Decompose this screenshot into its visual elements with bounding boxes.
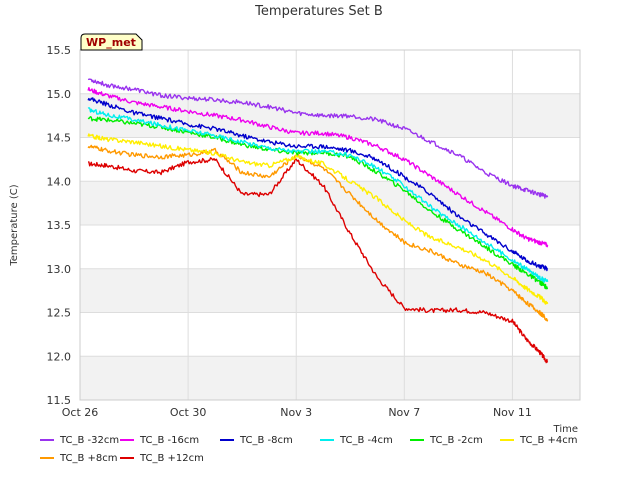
- background-bands: [80, 50, 580, 400]
- series-line-tc-b-12cm: [88, 157, 549, 364]
- x-tick-label: Nov 3: [280, 406, 312, 419]
- y-tick-label: 13.5: [47, 219, 72, 232]
- series-line-tc-b-4cm: [87, 107, 549, 283]
- legend: TC_B -32cm TC_B -16cm TC_B -8cm TC_B -4cm TC…: [40, 435, 578, 464]
- series-line-tc-b-16cm: [87, 86, 549, 248]
- legend-label: TC_B -32cm: [59, 435, 119, 446]
- series-line-tc-b-2cm: [87, 115, 549, 290]
- y-axis-ticks: 11.5 12.0 12.5 13.0 13.5 14.0 14.5 15.0 15.5: [47, 44, 72, 407]
- x-tick-label: Nov 11: [493, 406, 532, 419]
- background-band: [80, 356, 580, 400]
- legend-label: TC_B -16cm: [139, 435, 199, 446]
- legend-label: TC_B +8cm: [59, 453, 118, 464]
- y-tick-label: 11.5: [47, 394, 72, 407]
- series-lines: [87, 78, 549, 364]
- background-band: [80, 50, 580, 94]
- x-tick-label: Nov 7: [388, 406, 420, 419]
- legend-label: TC_B -8cm: [239, 435, 293, 446]
- series-line-tc-b-8cm: [87, 144, 549, 322]
- x-tick-label: Oct 30: [170, 406, 207, 419]
- y-tick-label: 12.5: [47, 307, 72, 320]
- wp-met-badge: WP_met: [80, 33, 143, 51]
- x-tick-label: Oct 26: [62, 406, 99, 419]
- y-tick-label: 14.0: [47, 175, 72, 188]
- x-axis-label: Time: [553, 424, 578, 435]
- y-tick-label: 13.0: [47, 263, 72, 276]
- badge-label: WP_met: [86, 36, 136, 49]
- background-band: [80, 268, 580, 313]
- y-tick-label: 14.5: [47, 132, 72, 145]
- background-band: [80, 312, 580, 357]
- legend-label: TC_B +12cm: [139, 453, 204, 464]
- background-band: [80, 181, 580, 225]
- y-axis-label: Temperature (C): [9, 184, 20, 266]
- series-line-tc-b-32cm: [87, 78, 549, 199]
- background-band: [80, 225, 580, 269]
- legend-label: TC_B -4cm: [339, 435, 393, 446]
- chart-title: Temperatures Set B: [254, 4, 383, 19]
- legend-label: TC_B -2cm: [429, 435, 483, 446]
- y-tick-label: 15.5: [47, 44, 72, 57]
- legend-label: TC_B +4cm: [519, 435, 578, 446]
- series-line-tc-b-4cm: [87, 133, 549, 305]
- badge-shape: [80, 33, 143, 51]
- y-tick-label: 12.0: [47, 350, 72, 363]
- plot-frame: [79, 49, 581, 401]
- x-axis-ticks: Oct 26 Oct 30 Nov 3 Nov 7 Nov 11: [62, 406, 532, 419]
- y-tick-label: 15.0: [47, 88, 72, 101]
- series-line-tc-b-8cm: [87, 97, 548, 272]
